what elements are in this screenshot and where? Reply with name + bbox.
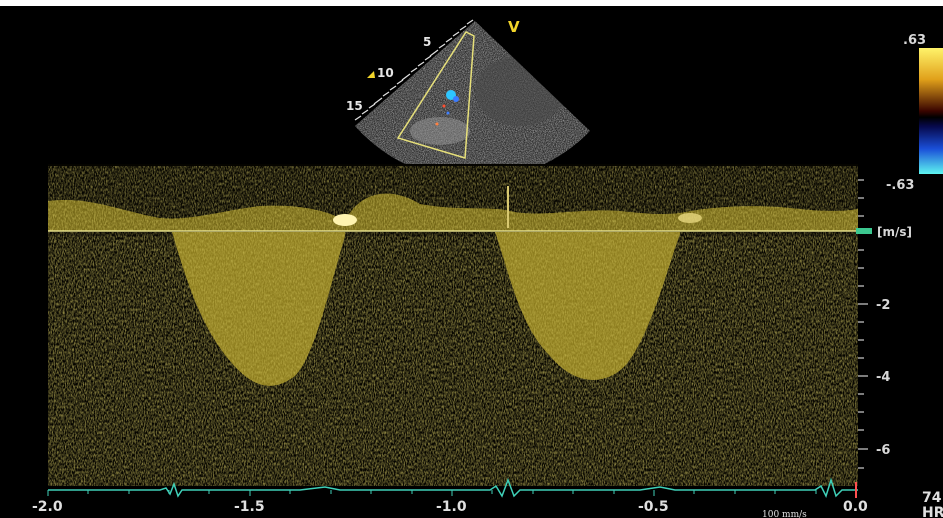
depth-label-15: 15 — [346, 99, 363, 113]
velocity-ticks — [858, 179, 868, 469]
sector-image — [354, 19, 590, 180]
velocity-label-4: -4 — [876, 370, 890, 385]
time-label-0-5: -0.5 — [638, 499, 669, 515]
doppler-spectrum — [48, 164, 858, 486]
time-label-0-0: 0.0 — [843, 499, 868, 515]
color-velocity-bar — [919, 48, 943, 174]
focus-marker-icon — [367, 71, 375, 78]
doppler-display: V 5 10 15 .63 -.63 — [32, 18, 943, 518]
depth-label-5: 5 — [423, 35, 431, 49]
view-marker: V — [508, 18, 520, 36]
heart-rate-value: 74 — [922, 490, 942, 506]
baseline-handle[interactable] — [856, 228, 872, 234]
velocity-label-6: -6 — [876, 443, 890, 458]
velocity-unit: [m/s] — [877, 225, 912, 239]
sweep-speed: 100 mm/s — [762, 510, 807, 518]
color-scale-top: .63 — [903, 33, 926, 48]
ecg-trace — [48, 477, 858, 498]
color-scale-bottom: -.63 — [886, 178, 914, 193]
time-label-2-0: -2.0 — [32, 499, 63, 515]
time-label-1-0: -1.0 — [436, 499, 467, 515]
time-label-1-5: -1.5 — [234, 499, 265, 515]
depth-label-10: 10 — [377, 66, 394, 80]
velocity-label-2: -2 — [876, 298, 890, 313]
time-ticks — [47, 490, 817, 496]
